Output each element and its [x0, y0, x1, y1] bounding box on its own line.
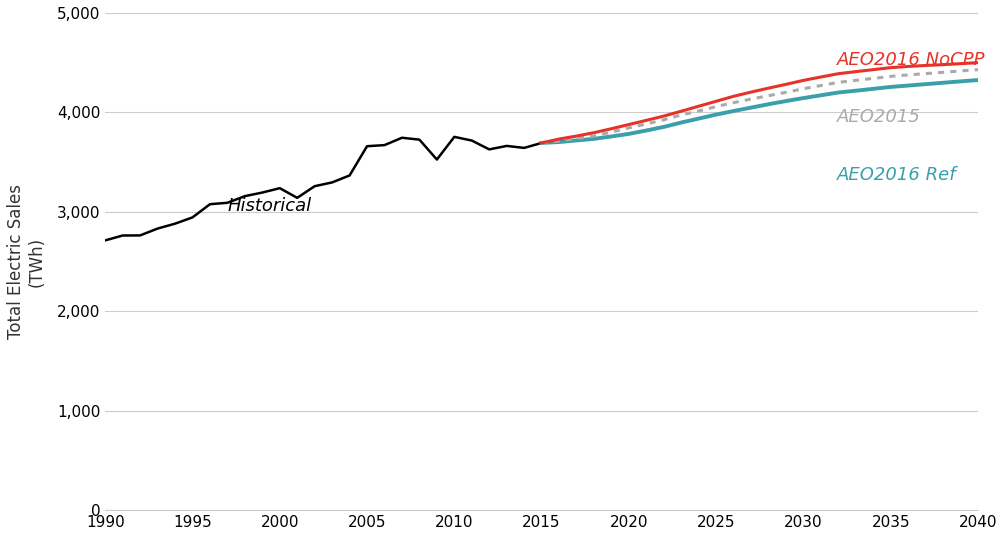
- Text: AEO2015: AEO2015: [837, 108, 920, 126]
- Text: AEO2016 NoCPP: AEO2016 NoCPP: [837, 51, 985, 69]
- Text: AEO2016 Ref: AEO2016 Ref: [837, 165, 957, 184]
- Text: Historical: Historical: [228, 197, 311, 215]
- Y-axis label: Total Electric Sales
(TWh): Total Electric Sales (TWh): [7, 184, 45, 339]
